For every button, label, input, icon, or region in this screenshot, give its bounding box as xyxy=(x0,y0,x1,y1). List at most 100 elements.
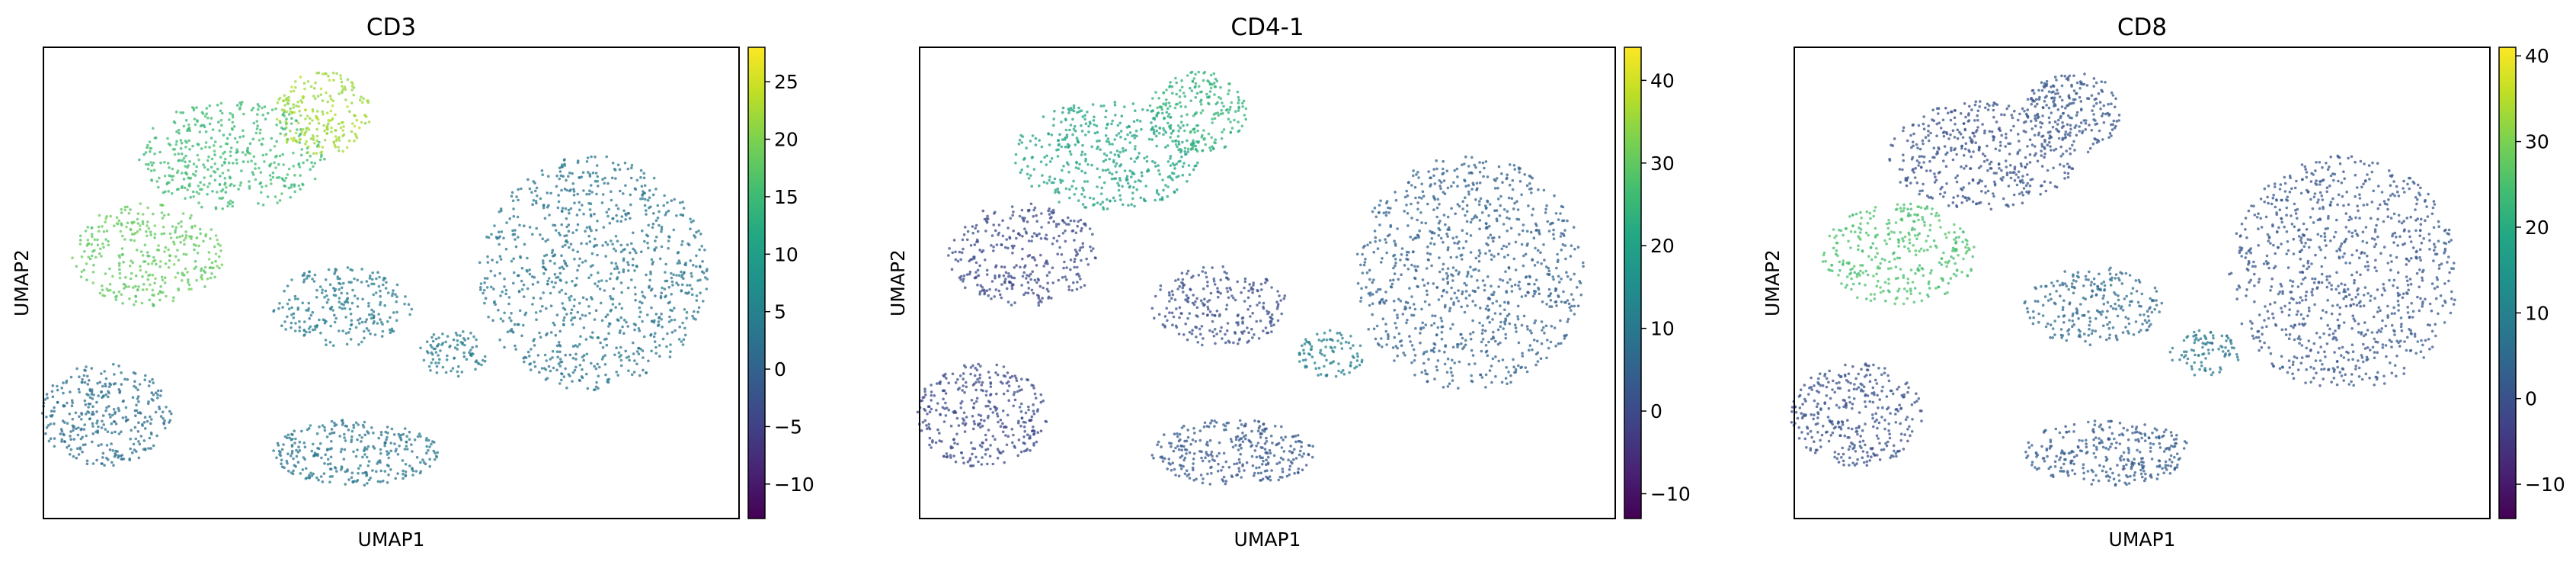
scatter-point xyxy=(547,364,551,368)
scatter-point xyxy=(1102,181,1106,185)
scatter-point xyxy=(151,273,155,277)
scatter-point xyxy=(1083,180,1086,183)
scatter-point xyxy=(251,106,255,110)
scatter-point xyxy=(1451,379,1454,382)
scatter-point xyxy=(311,328,315,332)
scatter-point xyxy=(256,103,260,106)
scatter-point xyxy=(606,313,610,316)
scatter-point xyxy=(1484,344,1488,347)
scatter-point xyxy=(142,260,146,263)
scatter-point xyxy=(1021,235,1024,238)
scatter-point xyxy=(85,434,88,438)
cluster-4 xyxy=(272,266,414,348)
scatter-point xyxy=(1420,182,1423,186)
scatter-point xyxy=(635,265,638,268)
scatter-point xyxy=(56,388,59,392)
scatter-point xyxy=(976,240,980,243)
scatter-point xyxy=(619,345,622,349)
scatter-point xyxy=(1022,218,1025,221)
scatter-point xyxy=(520,266,524,270)
scatter-point xyxy=(354,114,357,117)
scatter-point xyxy=(619,329,622,332)
scatter-point xyxy=(298,138,302,141)
scatter-point xyxy=(1435,167,1438,171)
scatter-point xyxy=(1504,317,1507,320)
scatter-point xyxy=(317,71,321,75)
scatter-point xyxy=(1448,309,1451,313)
scatter-point xyxy=(1398,340,1402,343)
scatter-point xyxy=(1065,223,1068,226)
scatter-point xyxy=(317,121,321,125)
scatter-point xyxy=(114,452,117,455)
scatter-point xyxy=(313,328,317,331)
scatter-point xyxy=(1176,287,1179,291)
scatter-point xyxy=(1057,148,1060,151)
scatter-point xyxy=(152,255,155,259)
scatter-point xyxy=(1050,157,1054,160)
scatter-point xyxy=(437,354,440,357)
scatter-point xyxy=(1221,130,1224,134)
scatter-point xyxy=(304,117,307,120)
scatter-point xyxy=(272,449,275,452)
scatter-point xyxy=(553,262,556,265)
scatter-point xyxy=(1516,208,1520,211)
scatter-point xyxy=(150,262,154,265)
scatter-point xyxy=(1050,297,1053,300)
scatter-point xyxy=(1220,108,1223,112)
scatter-point xyxy=(49,414,53,418)
scatter-point xyxy=(994,265,997,269)
scatter-point xyxy=(1183,129,1186,133)
scatter-point xyxy=(1474,256,1478,260)
scatter-point xyxy=(1202,79,1205,82)
scatter-point xyxy=(1079,278,1082,281)
scatter-point xyxy=(1431,230,1434,234)
scatter-point xyxy=(1446,248,1450,252)
scatter-point xyxy=(607,325,610,328)
scatter-point xyxy=(1430,236,1434,240)
scatter-point xyxy=(1450,207,1453,210)
scatter-point xyxy=(510,194,514,198)
scatter-point xyxy=(1084,157,1087,161)
scatter-point xyxy=(571,380,574,383)
scatter-point xyxy=(1475,216,1479,219)
scatter-point xyxy=(478,362,481,366)
scatter-point xyxy=(308,122,312,125)
scatter-point xyxy=(544,268,548,271)
scatter-point xyxy=(360,268,363,271)
scatter-point xyxy=(1432,232,1436,235)
scatter-point xyxy=(1246,308,1250,311)
scatter-point xyxy=(695,254,698,258)
scatter-point xyxy=(134,414,137,417)
scatter-point xyxy=(542,262,545,265)
scatter-point xyxy=(1518,171,1521,174)
scatter-point xyxy=(1194,95,1198,99)
scatter-point xyxy=(667,209,670,213)
scatter-point xyxy=(430,336,434,339)
scatter-point xyxy=(1506,230,1509,233)
scatter-point xyxy=(1374,240,1377,243)
scatter-point xyxy=(1438,270,1442,274)
scatter-point xyxy=(120,211,123,214)
scatter-point xyxy=(1161,178,1164,181)
scatter-point xyxy=(1536,339,1539,343)
scatter-point xyxy=(1530,191,1533,194)
scatter-point xyxy=(1496,186,1499,190)
scatter-point xyxy=(1029,272,1032,276)
scatter-point xyxy=(1075,287,1079,291)
scatter-point xyxy=(142,439,146,442)
scatter-point xyxy=(1129,157,1133,160)
scatter-point xyxy=(1064,275,1067,278)
scatter-point xyxy=(1490,253,1493,257)
scatter-point xyxy=(347,281,351,284)
scatter-point xyxy=(673,307,676,310)
scatter-point xyxy=(213,245,216,249)
scatter-point xyxy=(254,167,257,170)
scatter-point xyxy=(1202,287,1205,291)
scatter-point xyxy=(231,120,235,124)
scatter-point xyxy=(635,350,639,353)
scatter-point xyxy=(1091,233,1094,236)
scatter-point xyxy=(163,276,167,280)
scatter-point xyxy=(1484,386,1487,389)
scatter-point xyxy=(390,329,394,332)
scatter-point xyxy=(133,303,136,307)
